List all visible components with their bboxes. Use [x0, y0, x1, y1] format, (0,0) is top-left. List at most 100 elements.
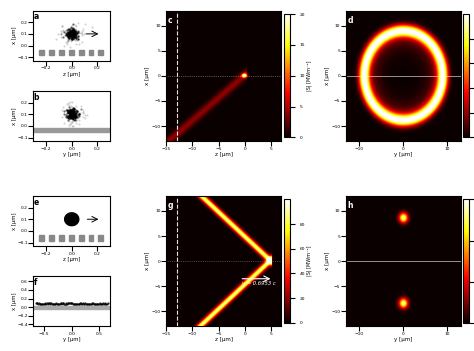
- Point: [63, 28, 71, 33]
- Point: [66, 31, 73, 36]
- Bar: [69, 235, 74, 241]
- Point: [70, 114, 78, 119]
- Point: [68, 30, 75, 36]
- Point: [63, 39, 71, 45]
- Point: [65, 33, 73, 38]
- Point: [70, 106, 77, 111]
- Point: [101, 300, 109, 306]
- Point: [67, 111, 74, 117]
- Point: [67, 28, 75, 34]
- Point: [69, 110, 76, 115]
- Point: [41, 300, 48, 306]
- Point: [73, 113, 80, 118]
- Point: [70, 110, 77, 116]
- Point: [46, 301, 54, 306]
- Point: [91, 301, 99, 306]
- Point: [83, 302, 91, 307]
- Point: [73, 128, 81, 134]
- Point: [67, 110, 75, 115]
- Point: [67, 114, 74, 119]
- Point: [73, 109, 81, 114]
- Point: [76, 110, 84, 116]
- Point: [60, 120, 68, 126]
- Point: [55, 302, 62, 307]
- Point: [67, 113, 75, 118]
- Point: [69, 32, 76, 38]
- Point: [86, 302, 93, 307]
- Point: [67, 35, 74, 40]
- Point: [69, 123, 77, 129]
- Point: [72, 41, 80, 46]
- Point: [52, 36, 60, 41]
- Point: [90, 301, 98, 306]
- Point: [72, 113, 79, 119]
- Point: [66, 115, 73, 121]
- Bar: [49, 235, 54, 241]
- Point: [68, 32, 75, 38]
- Point: [68, 108, 75, 114]
- Point: [72, 33, 79, 39]
- Point: [44, 300, 51, 306]
- Point: [75, 111, 82, 117]
- Point: [65, 110, 73, 115]
- Point: [61, 108, 68, 114]
- Point: [69, 33, 76, 38]
- Point: [71, 29, 79, 35]
- Point: [69, 30, 77, 35]
- Polygon shape: [64, 213, 79, 226]
- Point: [88, 25, 95, 30]
- Point: [70, 112, 77, 117]
- Point: [71, 28, 79, 34]
- Point: [68, 34, 76, 40]
- Point: [57, 300, 64, 306]
- Point: [73, 38, 81, 43]
- Point: [73, 35, 80, 40]
- Point: [85, 301, 92, 306]
- Point: [66, 111, 74, 117]
- Point: [72, 113, 80, 119]
- Point: [66, 26, 74, 32]
- Point: [86, 301, 94, 306]
- Point: [72, 32, 80, 38]
- Point: [68, 34, 75, 39]
- Point: [34, 301, 41, 306]
- Point: [61, 32, 69, 38]
- Point: [68, 28, 75, 34]
- Point: [71, 37, 79, 42]
- Point: [67, 29, 75, 35]
- Point: [62, 32, 70, 38]
- Point: [68, 119, 76, 125]
- Y-axis label: x [μm]: x [μm]: [325, 67, 330, 85]
- Point: [73, 29, 80, 35]
- Point: [70, 29, 77, 35]
- Point: [68, 116, 75, 121]
- Y-axis label: x [μm]: x [μm]: [12, 107, 17, 125]
- Point: [69, 36, 76, 42]
- Point: [68, 113, 76, 118]
- Point: [73, 30, 81, 35]
- Point: [67, 38, 75, 44]
- Point: [65, 31, 73, 36]
- Point: [81, 301, 88, 306]
- Point: [73, 108, 81, 113]
- Point: [66, 25, 74, 31]
- Point: [73, 34, 80, 40]
- Point: [79, 114, 86, 120]
- Point: [69, 112, 76, 118]
- Point: [74, 20, 82, 26]
- Point: [55, 32, 62, 37]
- Point: [64, 109, 72, 115]
- Point: [69, 112, 76, 118]
- X-axis label: z [μm]: z [μm]: [215, 337, 233, 342]
- Point: [66, 111, 74, 117]
- Point: [62, 113, 69, 119]
- Point: [66, 31, 73, 36]
- Point: [64, 115, 72, 121]
- Text: d: d: [347, 15, 353, 25]
- Point: [66, 113, 74, 119]
- Point: [69, 33, 76, 38]
- Point: [67, 32, 75, 37]
- Point: [69, 105, 77, 111]
- Point: [67, 108, 74, 114]
- Point: [101, 301, 109, 307]
